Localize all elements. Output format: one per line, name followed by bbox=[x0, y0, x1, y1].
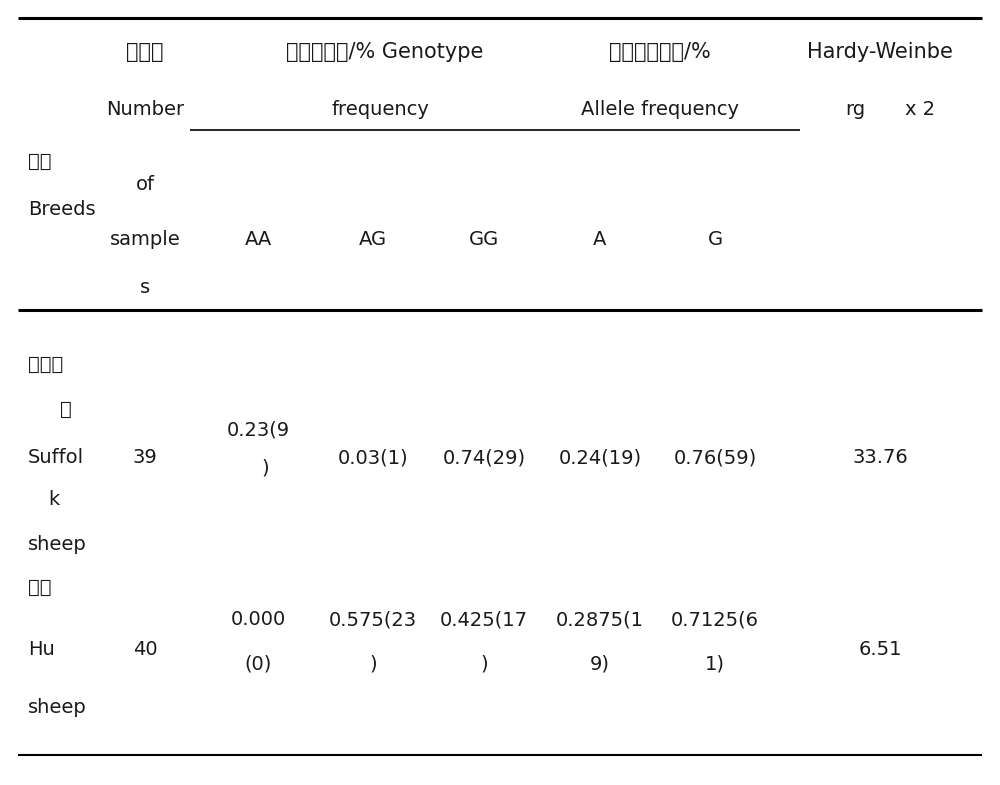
Text: Hardy-Weinbe: Hardy-Weinbe bbox=[807, 42, 953, 62]
Text: Hu: Hu bbox=[28, 640, 55, 659]
Text: Number: Number bbox=[106, 100, 184, 119]
Text: Suffol: Suffol bbox=[28, 448, 84, 467]
Text: x 2: x 2 bbox=[905, 100, 935, 119]
Text: 6.51: 6.51 bbox=[858, 640, 902, 659]
Text: 样本数: 样本数 bbox=[126, 42, 164, 62]
Text: (0): (0) bbox=[244, 655, 272, 674]
Text: Allele frequency: Allele frequency bbox=[581, 100, 739, 119]
Text: 品种: 品种 bbox=[28, 152, 52, 171]
Text: sheep: sheep bbox=[28, 535, 87, 554]
Text: 0.24(19): 0.24(19) bbox=[558, 448, 642, 467]
Text: 羊: 羊 bbox=[60, 400, 72, 419]
Text: 等位基因频率/%: 等位基因频率/% bbox=[609, 42, 711, 62]
Text: 39: 39 bbox=[133, 448, 157, 467]
Text: sheep: sheep bbox=[28, 698, 87, 717]
Text: A: A bbox=[593, 230, 607, 249]
Text: s: s bbox=[140, 278, 150, 297]
Text: 40: 40 bbox=[133, 640, 157, 659]
Text: 0.7125(6: 0.7125(6 bbox=[671, 610, 759, 629]
Text: 33.76: 33.76 bbox=[852, 448, 908, 467]
Text: 0.74(29): 0.74(29) bbox=[442, 448, 526, 467]
Text: AA: AA bbox=[244, 230, 272, 249]
Text: of: of bbox=[136, 175, 154, 194]
Text: 0.575(23: 0.575(23 bbox=[329, 610, 417, 629]
Text: 9): 9) bbox=[590, 655, 610, 674]
Text: 0.425(17: 0.425(17 bbox=[440, 610, 528, 629]
Text: 0.2875(1: 0.2875(1 bbox=[556, 610, 644, 629]
Text: G: G bbox=[707, 230, 723, 249]
Text: frequency: frequency bbox=[331, 100, 429, 119]
Text: 基因型频率/% Genotype: 基因型频率/% Genotype bbox=[286, 42, 484, 62]
Text: sample: sample bbox=[110, 230, 180, 249]
Text: Breeds: Breeds bbox=[28, 200, 96, 219]
Text: 0.03(1): 0.03(1) bbox=[338, 448, 408, 467]
Text: 湖羊: 湖羊 bbox=[28, 578, 52, 597]
Text: 0.76(59): 0.76(59) bbox=[673, 448, 757, 467]
Text: AG: AG bbox=[359, 230, 387, 249]
Text: rg: rg bbox=[845, 100, 865, 119]
Text: ): ) bbox=[261, 458, 269, 477]
Text: ): ) bbox=[369, 655, 377, 674]
Text: 1): 1) bbox=[705, 655, 725, 674]
Text: 萨福克: 萨福克 bbox=[28, 355, 63, 374]
Text: 0.23(9: 0.23(9 bbox=[226, 420, 290, 439]
Text: ): ) bbox=[480, 655, 488, 674]
Text: GG: GG bbox=[469, 230, 499, 249]
Text: 0.000: 0.000 bbox=[230, 610, 286, 629]
Text: k: k bbox=[48, 490, 59, 509]
